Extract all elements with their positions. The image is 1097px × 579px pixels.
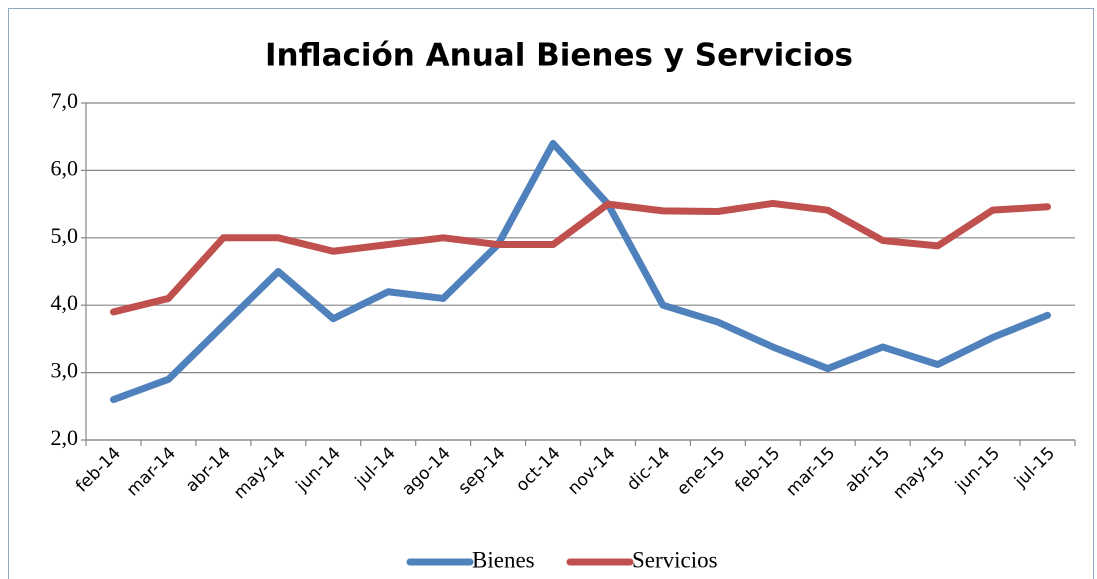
legend-label: Bienes — [472, 547, 535, 572]
series-line — [109, 199, 1052, 316]
series-line — [109, 139, 1052, 404]
y-tick-label: 7,0 — [51, 88, 79, 113]
legend-label: Servicios — [632, 547, 718, 572]
y-tick-label: 6,0 — [51, 155, 79, 180]
chart-title: Inflación Anual Bienes y Servicios — [265, 38, 853, 74]
y-tick-label: 2,0 — [51, 425, 79, 450]
y-tick-label: 3,0 — [51, 358, 79, 383]
y-tick-label: 4,0 — [51, 290, 79, 315]
y-tick-label: 5,0 — [51, 223, 79, 248]
